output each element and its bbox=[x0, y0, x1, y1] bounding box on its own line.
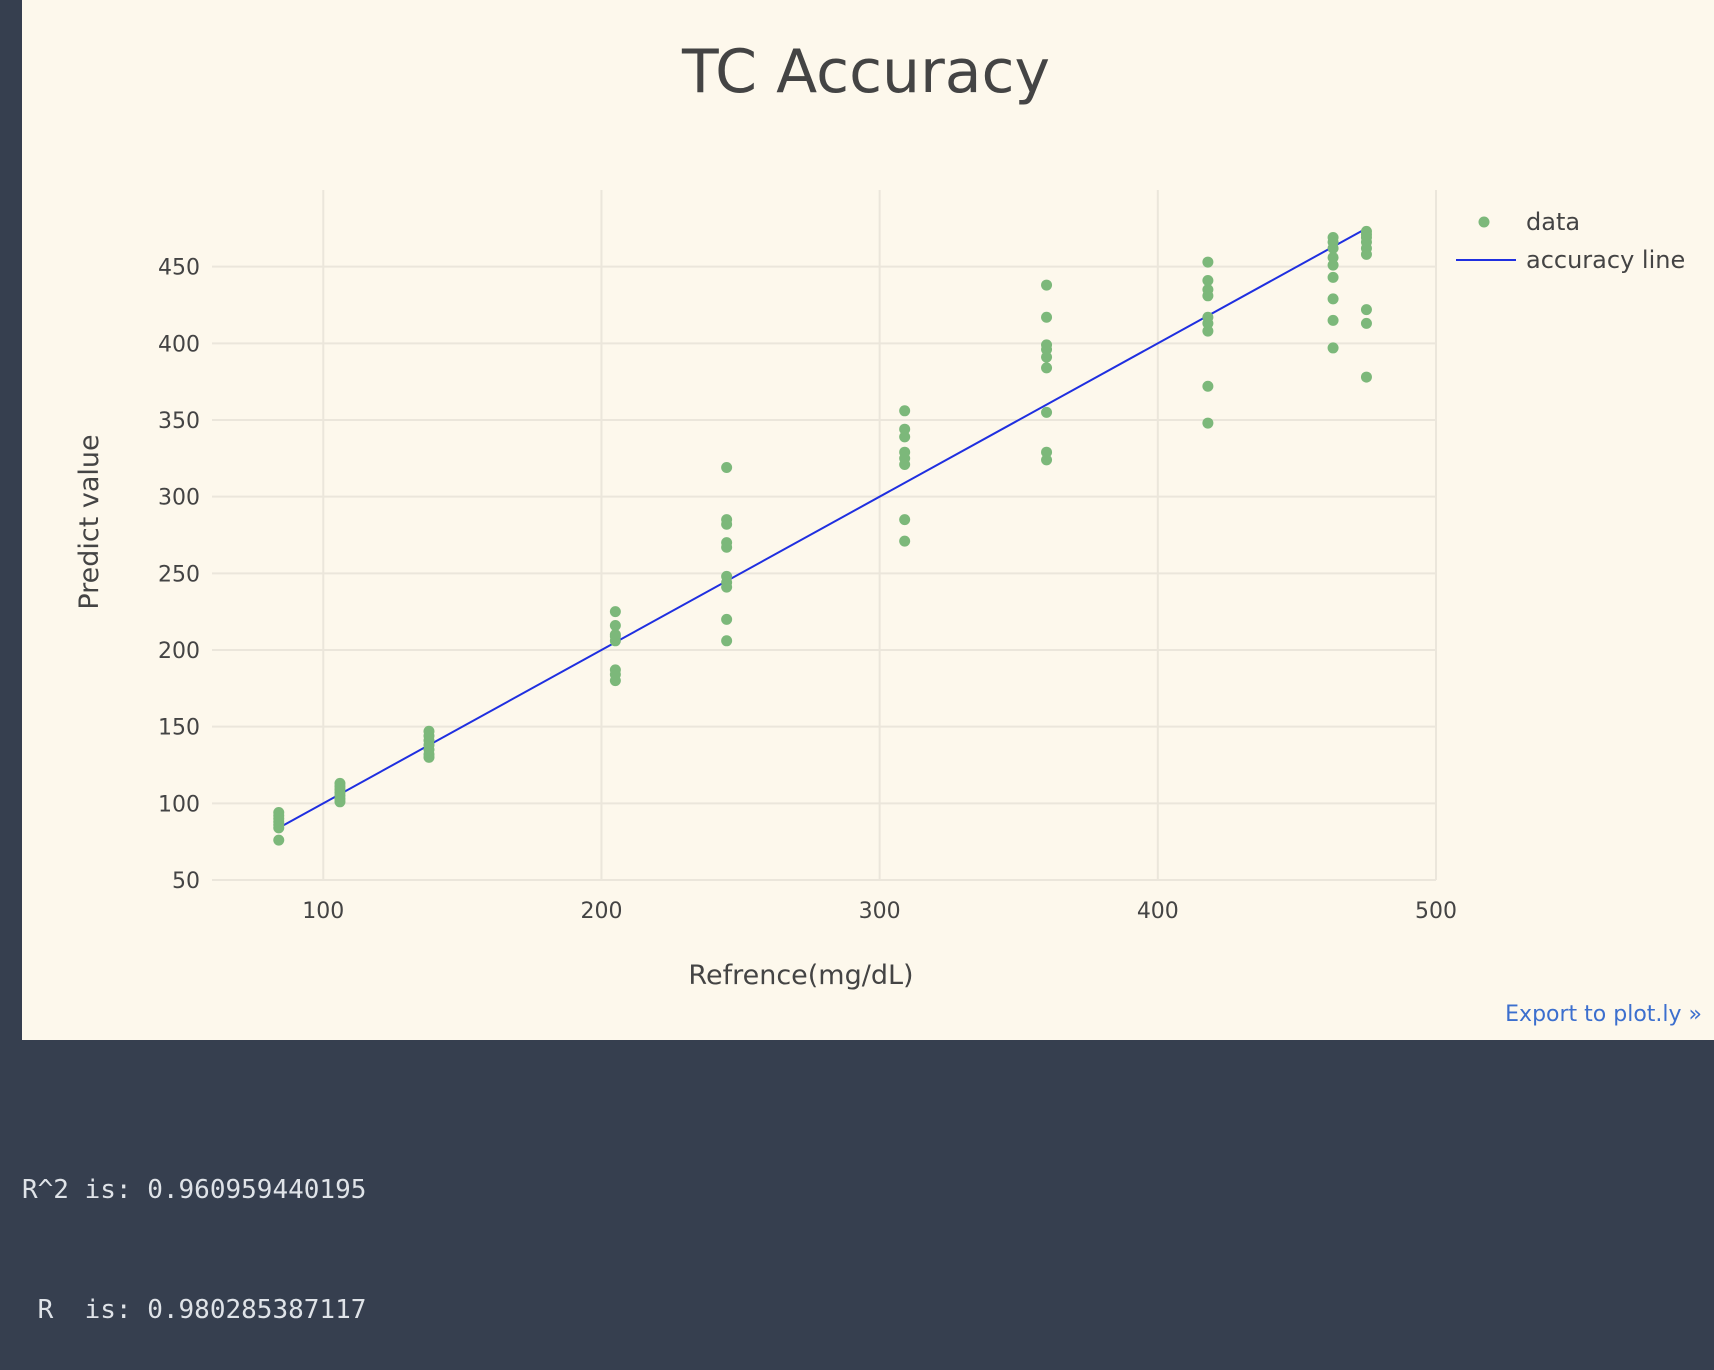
x-tick-label: 200 bbox=[580, 899, 622, 924]
r-output: R is: 0.980285387117 bbox=[22, 1295, 367, 1325]
grid-lines bbox=[212, 190, 1437, 881]
y-tick-label: 400 bbox=[158, 332, 200, 357]
data-point bbox=[1360, 371, 1372, 383]
y-tick-label: 300 bbox=[158, 486, 200, 511]
data-point bbox=[899, 423, 911, 435]
y-tick-label: 100 bbox=[158, 792, 200, 817]
data-point bbox=[1327, 251, 1339, 263]
data-point bbox=[721, 635, 733, 647]
data-point bbox=[609, 664, 621, 676]
y-tick-label: 350 bbox=[158, 409, 200, 434]
accuracy-line bbox=[278, 227, 1367, 829]
data-point bbox=[1327, 342, 1339, 354]
scatter-chart: 100 200 300 400 500 50 100 150 200 250 300 350 400 45… bbox=[74, 37, 1685, 991]
console-output: R^2 is: 0.960959440195 R is: 0.980285387… bbox=[22, 1090, 366, 1370]
data-point bbox=[273, 807, 285, 819]
data-point bbox=[1202, 256, 1214, 268]
x-axis-label: Refrence(mg/dL) bbox=[688, 960, 913, 991]
legend-data-marker bbox=[1478, 216, 1490, 228]
data-point bbox=[423, 725, 435, 737]
data-point bbox=[1041, 454, 1053, 466]
x-tick-label: 400 bbox=[1137, 899, 1179, 924]
data-point bbox=[609, 606, 621, 618]
data-point bbox=[1327, 271, 1339, 283]
y-axis-label: Predict value bbox=[74, 434, 105, 609]
data-point bbox=[721, 613, 733, 625]
data-point bbox=[721, 537, 733, 549]
data-point bbox=[1360, 304, 1372, 316]
data-point bbox=[1327, 259, 1339, 271]
y-tick-label: 150 bbox=[158, 716, 200, 741]
data-point bbox=[1041, 362, 1053, 374]
data-point bbox=[1041, 446, 1053, 458]
data-point bbox=[721, 514, 733, 526]
x-tick-label: 500 bbox=[1415, 899, 1457, 924]
data-point bbox=[1202, 380, 1214, 392]
legend-line-label: accuracy line bbox=[1526, 246, 1685, 274]
data-point bbox=[1041, 311, 1053, 323]
chart-title: TC Accuracy bbox=[681, 37, 1050, 107]
x-tick-label: 300 bbox=[859, 899, 901, 924]
data-point bbox=[1041, 339, 1053, 351]
legend-data-label: data bbox=[1526, 208, 1580, 236]
x-tick-label: 100 bbox=[302, 899, 344, 924]
axis-ticks: 100 200 300 400 500 50 100 150 200 250 300 350 400 45… bbox=[158, 256, 1457, 924]
data-point bbox=[609, 629, 621, 641]
data-point bbox=[1041, 351, 1053, 363]
data-point bbox=[1202, 417, 1214, 429]
data-point bbox=[1202, 274, 1214, 286]
data-point bbox=[1327, 314, 1339, 326]
legend: data accuracy line bbox=[1456, 208, 1685, 274]
accuracy-line-layer bbox=[278, 227, 1367, 829]
y-tick-label: 200 bbox=[158, 639, 200, 664]
y-tick-label: 450 bbox=[158, 256, 200, 281]
data-points-layer bbox=[273, 225, 1372, 846]
export-to-plotly-link[interactable]: Export to plot.ly » bbox=[1505, 1002, 1702, 1027]
data-point bbox=[1327, 232, 1339, 244]
y-tick-label: 50 bbox=[172, 869, 200, 894]
r-squared-output: R^2 is: 0.960959440195 bbox=[22, 1175, 367, 1205]
data-point bbox=[273, 834, 285, 846]
data-point bbox=[609, 619, 621, 631]
data-point bbox=[1041, 406, 1053, 418]
data-point bbox=[334, 777, 346, 789]
data-point bbox=[899, 446, 911, 458]
data-point bbox=[721, 462, 733, 474]
data-point bbox=[1360, 225, 1372, 237]
data-point bbox=[721, 570, 733, 582]
data-point bbox=[1041, 279, 1053, 291]
data-point bbox=[899, 405, 911, 417]
data-point bbox=[899, 514, 911, 526]
data-point bbox=[1202, 325, 1214, 337]
data-point bbox=[1202, 284, 1214, 296]
plot-panel: 100 200 300 400 500 50 100 150 200 250 300 350 400 45… bbox=[22, 0, 1714, 1040]
y-tick-label: 250 bbox=[158, 562, 200, 587]
data-point bbox=[1327, 293, 1339, 305]
data-point bbox=[899, 431, 911, 443]
data-point bbox=[1360, 317, 1372, 329]
data-point bbox=[1202, 311, 1214, 323]
data-point bbox=[899, 535, 911, 547]
